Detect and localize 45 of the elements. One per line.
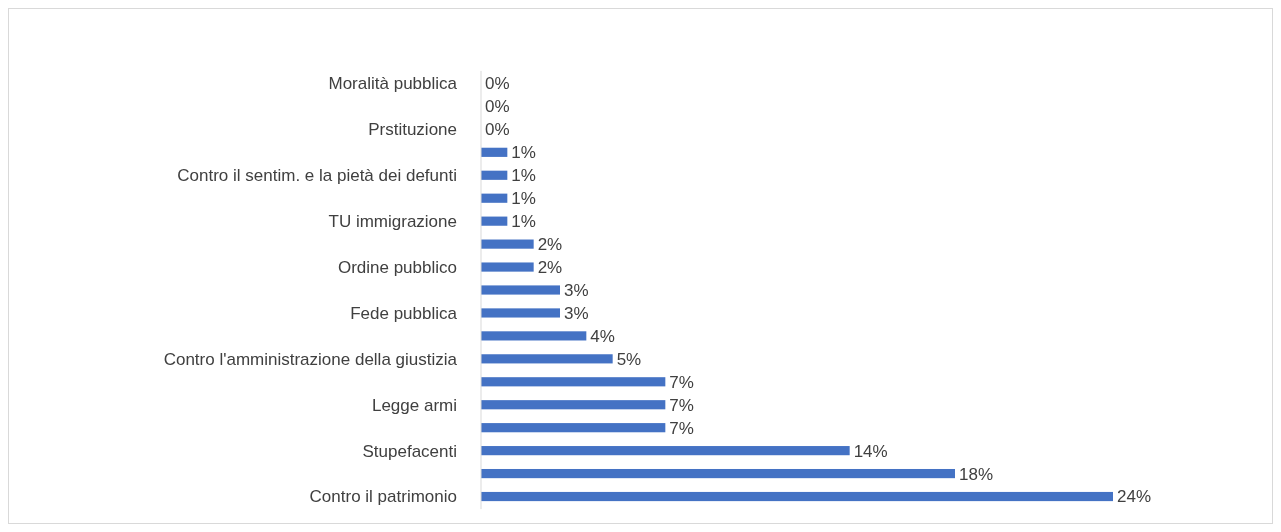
data-label: 0% (485, 74, 510, 94)
y-tick-label: Fede pubblica (350, 303, 458, 323)
data-label: 14% (853, 441, 888, 461)
y-tick-label: Contro il patrimonio (309, 487, 457, 507)
y-tick-label: Ordine pubblico (337, 258, 457, 277)
data-label: 18% (959, 464, 994, 484)
bar (481, 354, 613, 364)
bar (481, 193, 508, 203)
bar (481, 331, 587, 341)
data-label: 5% (616, 349, 642, 369)
bar (481, 468, 955, 479)
bar (481, 285, 560, 295)
data-label: 1% (511, 143, 536, 163)
bar (481, 400, 666, 410)
data-label: 0% (485, 97, 510, 117)
bar (481, 377, 666, 387)
data-label: 1% (511, 212, 536, 232)
bar (481, 446, 850, 456)
data-label: 7% (669, 418, 694, 438)
bar (481, 423, 666, 433)
data-label: 3% (564, 280, 589, 300)
y-tick-label: Moralità pubblica (328, 74, 458, 94)
data-label: 7% (669, 372, 694, 392)
bar (481, 262, 534, 272)
data-label: 1% (511, 189, 536, 209)
y-tick-label: TU immigrazione (328, 212, 457, 232)
y-tick-label: Contro l'amministrazione della giustizia (163, 349, 458, 369)
bar (481, 308, 560, 318)
data-label: 24% (1117, 487, 1152, 507)
data-label: 2% (537, 235, 563, 255)
bar (481, 239, 534, 249)
y-tick-label: Legge armi (371, 395, 457, 415)
data-label: 7% (669, 395, 694, 415)
data-label: 4% (590, 326, 615, 346)
bar (481, 170, 508, 180)
data-label: 0% (485, 120, 510, 140)
data-label: 2% (537, 258, 563, 277)
y-tick-label: Stupefacenti (362, 441, 457, 461)
y-tick-label: Prstituzione (368, 120, 457, 140)
bar (481, 216, 508, 226)
data-label: 1% (511, 166, 536, 186)
bar (481, 491, 1113, 502)
bar (481, 147, 508, 157)
data-label: 3% (564, 303, 589, 323)
y-tick-label: Contro il sentim. e la pietà dei defunti (177, 166, 457, 186)
